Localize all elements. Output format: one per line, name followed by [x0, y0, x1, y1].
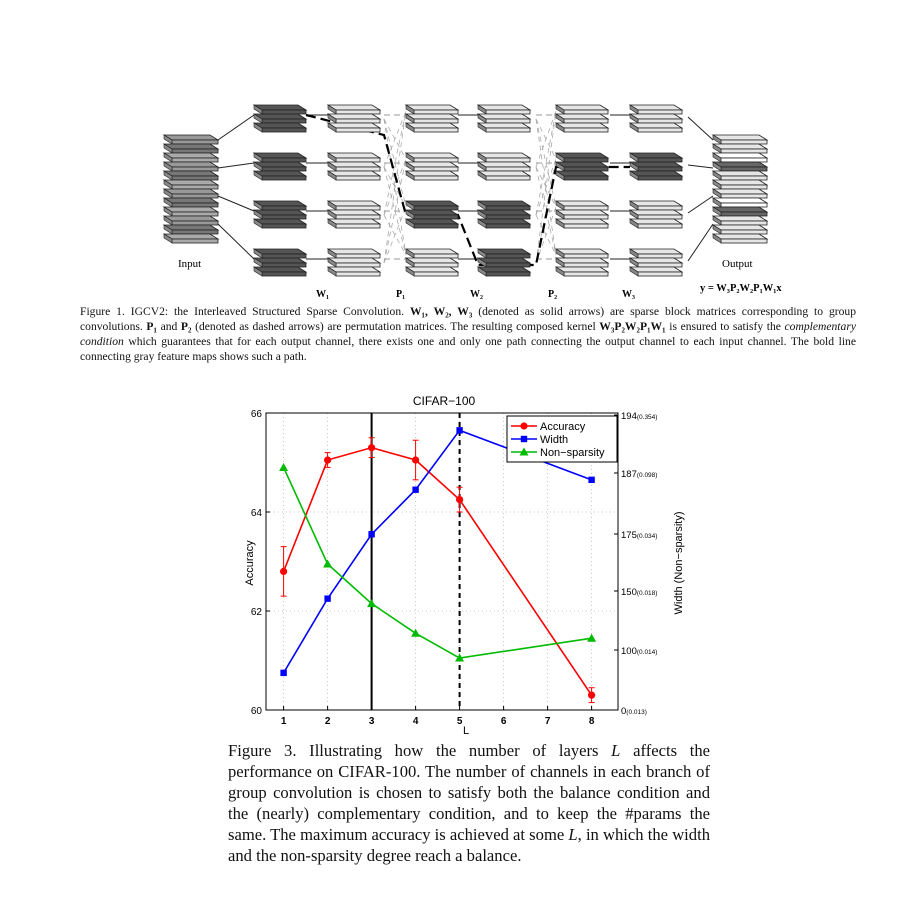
feature-map-group [628, 152, 684, 181]
series-non-sparsity [279, 462, 597, 662]
legend-label-accuracy: Accuracy [540, 421, 586, 433]
stage-label-w2: W₂ [470, 289, 483, 300]
feature-map-group [404, 200, 460, 229]
figure3-caption: Figure 3. Illustrating how the number of… [228, 741, 710, 865]
series-line-accuracy [282, 446, 593, 696]
feature-map-group [628, 104, 684, 133]
y2-tick-label: 187(0.098) [621, 469, 657, 480]
data-point-non-sparsity [411, 628, 421, 637]
series-line-non-sparsity [282, 467, 592, 659]
y2-tick-label: 150(0.018) [621, 587, 657, 598]
series-accuracy [280, 437, 596, 704]
stage-label-w1: W₁ [316, 289, 329, 300]
feature-map-group [404, 104, 460, 133]
y-tick-label: 62 [251, 607, 263, 618]
x-tick-label: 3 [369, 716, 375, 727]
feature-map-group [252, 248, 308, 277]
series-line-width [282, 429, 592, 674]
input-feature-stack [162, 134, 220, 244]
y-tick-label: 66 [251, 409, 263, 420]
feature-map-group [404, 248, 460, 277]
x-tick-label: 7 [545, 716, 551, 727]
output-feature-stack [711, 134, 769, 244]
x-tick-label: 6 [501, 716, 507, 727]
data-point-accuracy [368, 444, 376, 452]
y-tick-label: 60 [251, 706, 263, 717]
axes: 1 2 3 4 5 6 7 8 60 62 64 66 0(0.013) 100(0.014) 150(0.… [251, 409, 658, 727]
equation-label: y = W₃P₂W₂P₁W₁x [700, 283, 782, 294]
feature-map-group [252, 200, 308, 229]
data-point-width [588, 476, 595, 484]
feature-map-group [628, 248, 684, 277]
data-point-non-sparsity [367, 599, 377, 608]
feature-map-group [326, 200, 382, 229]
feature-map-group [476, 104, 532, 133]
x-tick-label: 1 [281, 716, 287, 727]
y-axis-label: Accuracy [244, 540, 256, 586]
output-label: Output [722, 258, 753, 270]
igcv2-diagram: Input Output W₁ P₁ W₂ P₂ W₃ y = W₃P₂W₂P₁… [162, 104, 782, 300]
y2-axis-label: Width (Non−sparsity) [673, 511, 685, 614]
feature-map-group [326, 104, 382, 133]
x-tick-label: 2 [325, 716, 331, 727]
legend-label-width: Width [540, 434, 568, 446]
feature-map-group [404, 152, 460, 181]
data-point-width [412, 486, 419, 493]
legend-label-non-sparsity: Non−sparsity [540, 447, 605, 459]
feature-map-group [326, 248, 382, 277]
legend-marker-accuracy [520, 422, 528, 430]
feature-map-group [476, 248, 532, 277]
figure1-caption: Figure 1. IGCV2: the Interleaved Structu… [80, 305, 857, 363]
plot-frame [265, 412, 619, 711]
data-point-width [368, 531, 375, 538]
y2-tick-label: 194(0.354) [621, 411, 657, 422]
data-point-non-sparsity [455, 653, 465, 662]
chart-title: CIFAR−100 [413, 394, 476, 408]
y-tick-label: 64 [251, 508, 263, 519]
legend-marker-width [520, 435, 528, 443]
data-point-accuracy [588, 691, 596, 699]
stage-label-p2: P₂ [548, 289, 557, 300]
feature-map-group [554, 200, 610, 229]
y2-tick-label: 0(0.013) [621, 706, 647, 717]
diagram-feature-maps [162, 104, 769, 277]
x-tick-label: 8 [589, 716, 595, 727]
y2-tick-label: 100(0.014) [621, 646, 657, 657]
cifar100-chart: CIFAR−100 1 2 3 4 5 6 7 8 60 62 64 66 0(0.013) 100(0.… [244, 394, 685, 737]
feature-map-group [554, 104, 610, 133]
feature-map-group [252, 104, 308, 133]
data-point-accuracy [412, 456, 420, 464]
feature-map-group [554, 248, 610, 277]
input-label: Input [178, 258, 201, 270]
data-point-width [456, 427, 463, 434]
feature-map-group [628, 200, 684, 229]
feature-map-group [476, 200, 532, 229]
x-axis-label: L [463, 725, 469, 737]
data-point-width [324, 595, 331, 602]
feature-map-group [326, 152, 382, 181]
legend-marker-non-sparsity [519, 447, 529, 456]
data-series [279, 427, 597, 704]
data-point-non-sparsity [323, 559, 333, 568]
data-point-width [280, 669, 287, 677]
stage-label-p1: P₁ [396, 289, 405, 300]
data-point-accuracy [280, 567, 288, 575]
x-tick-label: 4 [413, 716, 419, 727]
stage-label-w3: W₃ [622, 289, 635, 300]
y2-tick-label: 175(0.034) [621, 530, 657, 541]
x-tick-label: 5 [457, 716, 463, 727]
data-point-accuracy [456, 496, 464, 504]
data-point-accuracy [324, 456, 332, 464]
diagram-connections [217, 110, 714, 267]
feature-map-group [476, 152, 532, 181]
data-point-non-sparsity [279, 462, 289, 471]
series-width [280, 427, 595, 677]
data-point-non-sparsity [587, 633, 597, 642]
feature-map-group [252, 152, 308, 181]
feature-map-group [554, 152, 610, 181]
